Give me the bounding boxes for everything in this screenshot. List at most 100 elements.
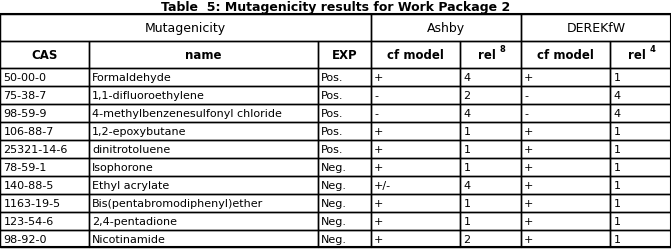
Bar <box>610 86 671 104</box>
Bar <box>89 194 317 212</box>
Text: 98-92-0: 98-92-0 <box>3 234 47 243</box>
Bar <box>521 122 610 140</box>
Text: Nicotinamide: Nicotinamide <box>92 234 166 243</box>
Text: DEREKfW: DEREKfW <box>566 22 625 35</box>
Bar <box>317 158 371 176</box>
Bar <box>460 104 521 122</box>
Text: +: + <box>524 216 533 226</box>
Bar <box>460 104 521 122</box>
Bar <box>89 104 317 122</box>
Bar <box>610 68 671 86</box>
Text: 1: 1 <box>464 198 470 208</box>
Bar <box>460 176 521 194</box>
Bar <box>460 194 521 212</box>
Bar <box>371 15 521 42</box>
Text: 78-59-1: 78-59-1 <box>3 162 47 172</box>
Text: Neg.: Neg. <box>321 180 347 190</box>
Bar <box>460 230 521 248</box>
Text: +: + <box>374 162 384 172</box>
Text: 1: 1 <box>613 126 621 136</box>
Text: Bis(pentabromodiphenyl)ether: Bis(pentabromodiphenyl)ether <box>92 198 263 208</box>
Bar <box>610 122 671 140</box>
Text: 1: 1 <box>613 144 621 154</box>
Bar <box>89 68 317 86</box>
Bar <box>371 230 460 248</box>
Text: +: + <box>524 144 533 154</box>
Bar <box>317 194 371 212</box>
Bar <box>0 158 89 176</box>
Bar <box>0 122 89 140</box>
Bar <box>521 86 610 104</box>
Bar <box>610 158 671 176</box>
Bar <box>317 122 371 140</box>
Bar <box>460 212 521 230</box>
Text: +: + <box>524 72 533 83</box>
Text: 50-00-0: 50-00-0 <box>3 72 46 83</box>
Bar <box>460 42 521 68</box>
Text: Table  5: Mutagenicity results for Work Package 2: Table 5: Mutagenicity results for Work P… <box>161 1 510 14</box>
Text: 1: 1 <box>613 72 621 83</box>
Bar <box>610 194 671 212</box>
Text: Isophorone: Isophorone <box>92 162 154 172</box>
Bar <box>610 212 671 230</box>
Bar <box>610 68 671 86</box>
Text: -: - <box>524 108 528 118</box>
Bar <box>0 68 89 86</box>
Bar <box>610 104 671 122</box>
Text: rel: rel <box>628 49 646 62</box>
Bar <box>371 104 460 122</box>
Bar <box>89 86 317 104</box>
Bar <box>89 122 317 140</box>
Text: 2: 2 <box>464 90 470 100</box>
Bar <box>521 158 610 176</box>
Text: 1: 1 <box>464 144 470 154</box>
Bar <box>0 176 89 194</box>
Bar <box>460 140 521 158</box>
Bar <box>521 194 610 212</box>
Bar <box>0 230 89 248</box>
Bar <box>610 158 671 176</box>
Bar <box>460 158 521 176</box>
Text: -: - <box>524 90 528 100</box>
Bar <box>371 104 460 122</box>
Bar <box>89 140 317 158</box>
Bar <box>460 122 521 140</box>
Text: cf model: cf model <box>387 49 444 62</box>
Bar <box>610 212 671 230</box>
Text: +: + <box>374 72 384 83</box>
Bar <box>521 212 610 230</box>
Bar <box>371 86 460 104</box>
Bar <box>460 158 521 176</box>
Bar <box>521 68 610 86</box>
Bar <box>317 140 371 158</box>
Bar <box>0 104 89 122</box>
Bar <box>521 230 610 248</box>
Text: -: - <box>374 108 378 118</box>
Text: 4-methylbenzenesulfonyl chloride: 4-methylbenzenesulfonyl chloride <box>92 108 282 118</box>
Bar <box>317 194 371 212</box>
Text: cf model: cf model <box>537 49 594 62</box>
Bar <box>460 68 521 86</box>
Bar <box>89 104 317 122</box>
Bar <box>371 176 460 194</box>
Bar <box>0 140 89 158</box>
Bar <box>521 42 610 68</box>
Bar <box>317 68 371 86</box>
Bar <box>610 140 671 158</box>
Text: dinitrotoluene: dinitrotoluene <box>92 144 170 154</box>
Bar <box>89 122 317 140</box>
Bar <box>521 15 671 42</box>
Text: 98-59-9: 98-59-9 <box>3 108 47 118</box>
Bar <box>521 140 610 158</box>
Text: 1163-19-5: 1163-19-5 <box>3 198 60 208</box>
Bar <box>610 194 671 212</box>
Text: +: + <box>374 234 384 243</box>
Bar <box>460 86 521 104</box>
Bar <box>89 230 317 248</box>
Text: 1: 1 <box>613 216 621 226</box>
Bar <box>0 86 89 104</box>
Bar <box>317 158 371 176</box>
Bar <box>0 176 89 194</box>
Bar <box>371 140 460 158</box>
Text: +: + <box>374 144 384 154</box>
